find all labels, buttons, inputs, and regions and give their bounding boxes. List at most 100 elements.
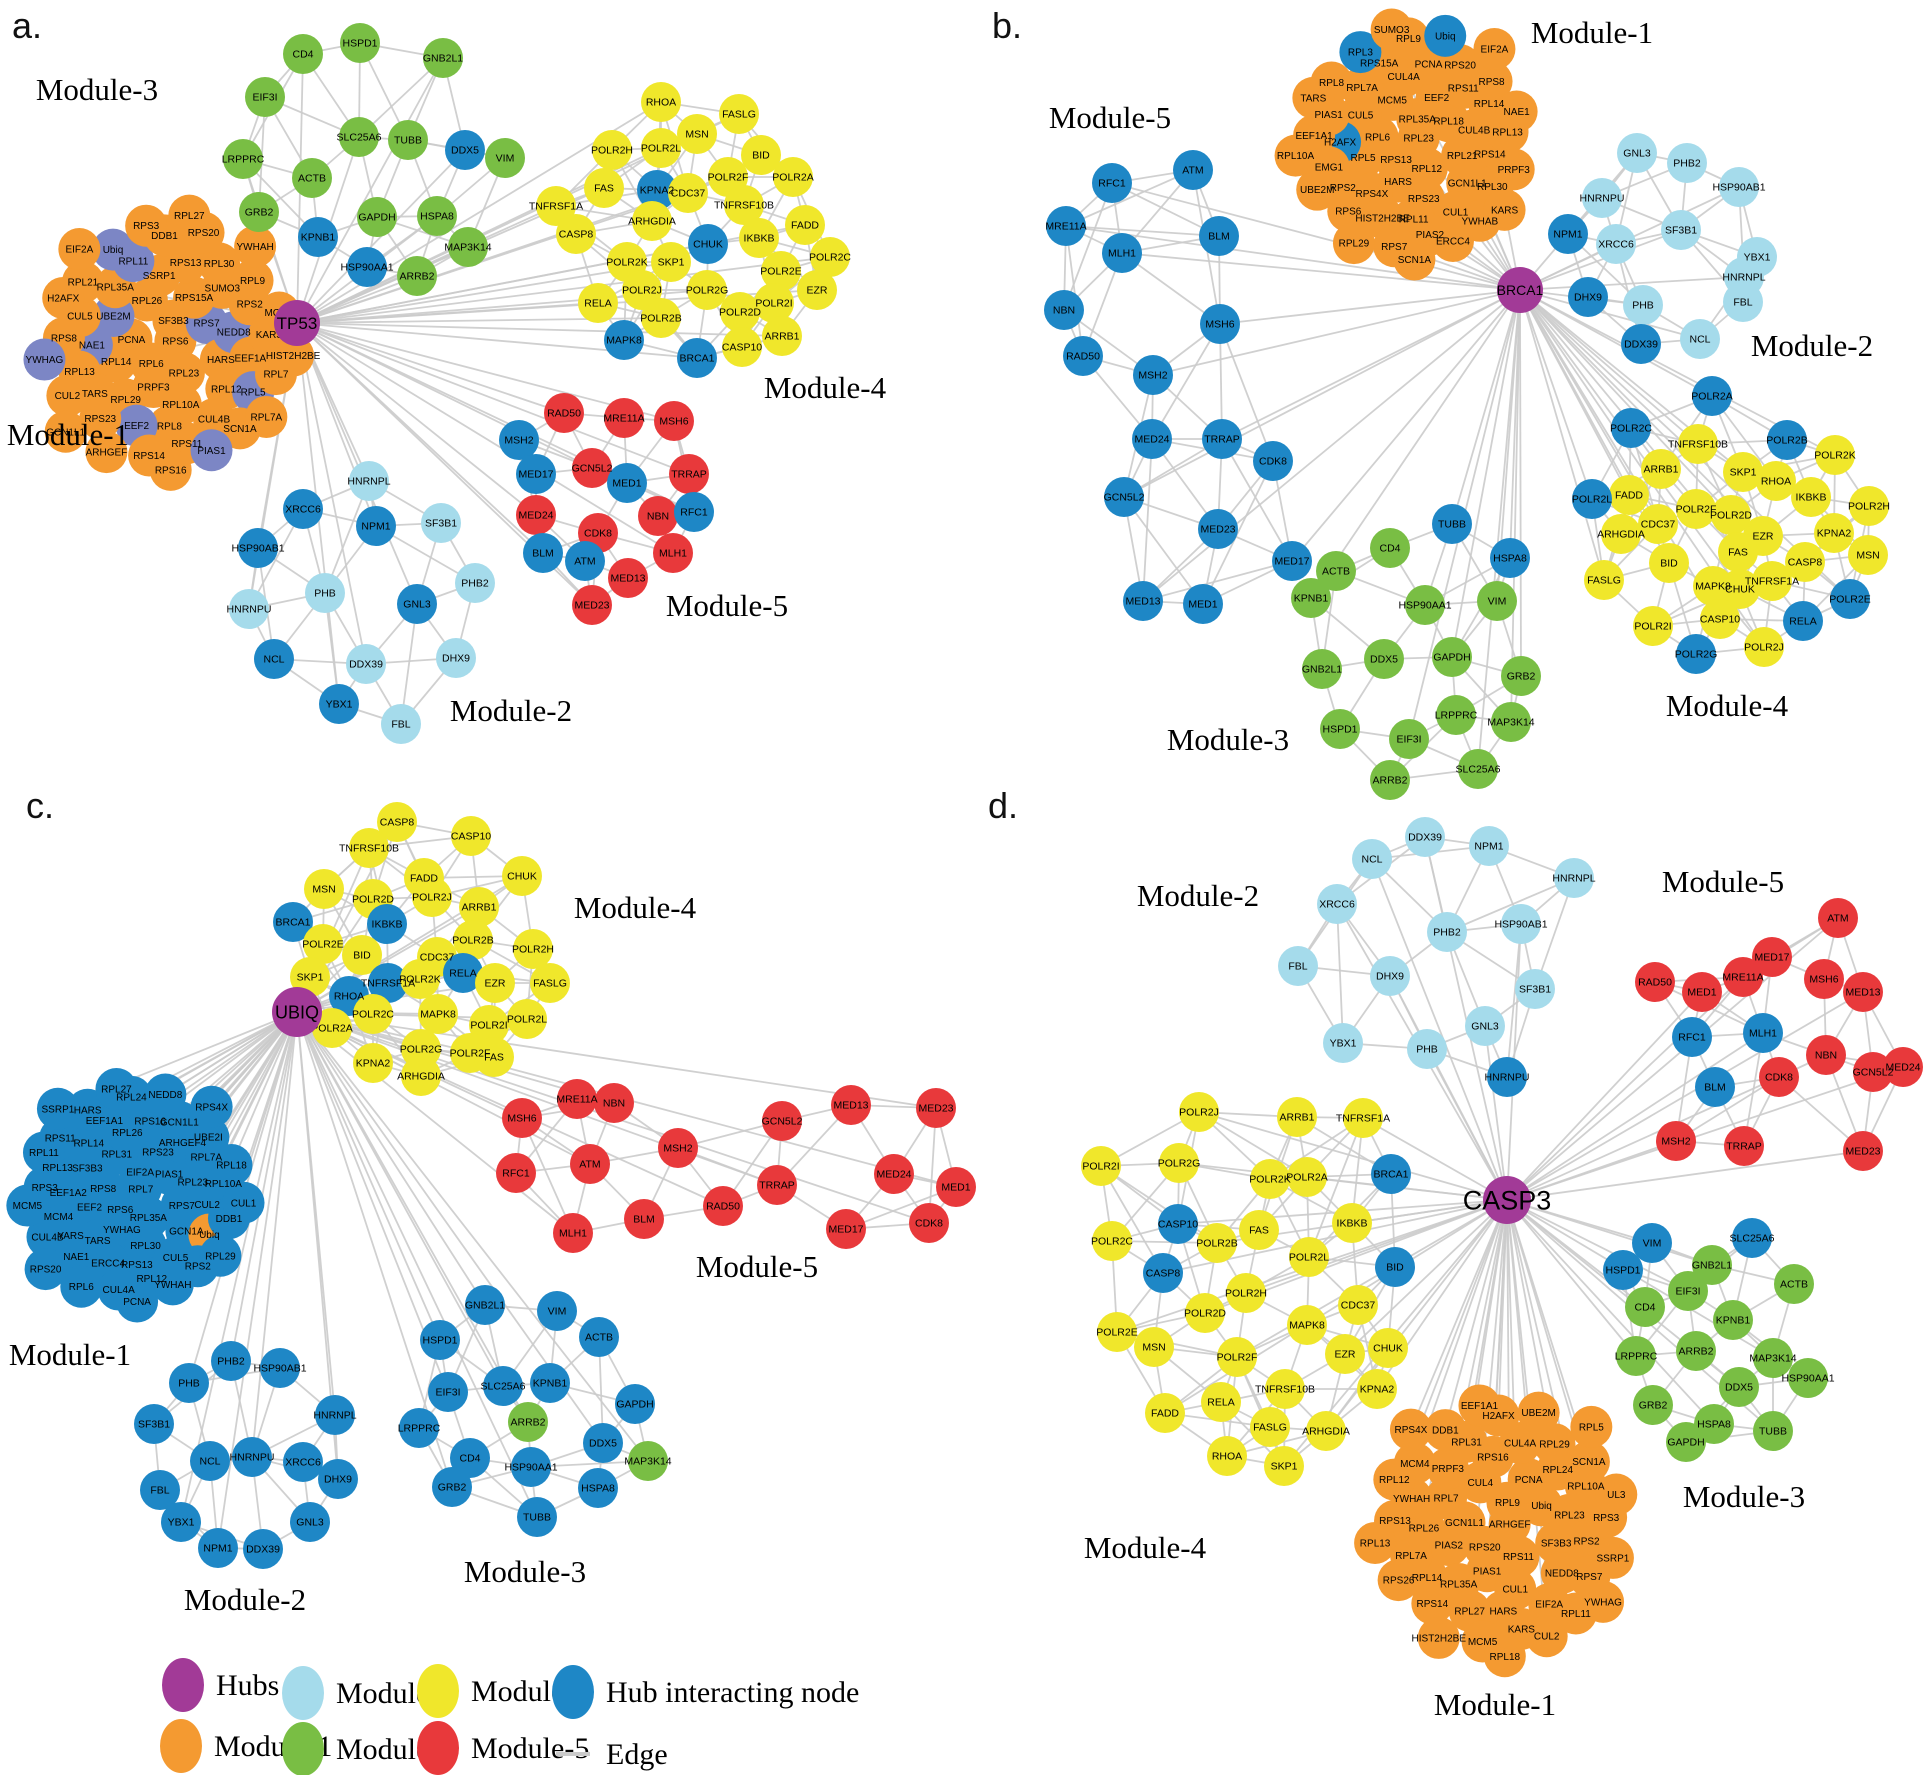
node-RHOA <box>1207 1436 1247 1476</box>
node-GRB2 <box>239 192 279 232</box>
edge <box>1426 1048 1508 1201</box>
node-HSPA8 <box>417 196 457 236</box>
node-RPS8 <box>1470 60 1513 103</box>
edge <box>1510 289 1521 723</box>
node-RPS4X <box>190 1085 233 1128</box>
node-MED17 <box>1752 937 1792 977</box>
node-CASP10 <box>1700 599 1740 639</box>
node-DDB1 <box>1424 1409 1467 1452</box>
node-NCL <box>254 639 294 679</box>
edge <box>296 1011 449 1393</box>
node-KPNB1 <box>298 217 338 257</box>
node-MSH2 <box>1133 355 1173 395</box>
node-POLR2J <box>1744 627 1784 667</box>
node-CDK8 <box>909 1203 949 1243</box>
node-LRPPRC <box>399 1408 439 1448</box>
legend-swatch-module3 <box>282 1722 324 1775</box>
node-Ubiq <box>1424 14 1467 57</box>
node-KPNA2 <box>1357 1369 1397 1409</box>
edge <box>1310 289 1521 599</box>
node-YBX1 <box>319 684 359 724</box>
edge <box>296 256 831 324</box>
node-SLC25A6 <box>483 1366 523 1406</box>
node-KARS <box>1483 188 1526 231</box>
legend: HubsModule-1Module-2Module-3Module-4Modu… <box>160 1658 859 1775</box>
node-FASLG <box>1250 1407 1290 1447</box>
node-RPL29 <box>199 1234 242 1277</box>
node-MCM5 <box>6 1184 49 1227</box>
node-POLR2H <box>1849 486 1889 526</box>
node-RPL12 <box>1373 1458 1416 1501</box>
node-BLM <box>523 533 563 573</box>
node-BLM <box>624 1199 664 1239</box>
node-BID <box>342 935 382 975</box>
node-TRRAP <box>757 1165 797 1205</box>
node-POLR2H <box>513 929 553 969</box>
node-RPS20 <box>24 1248 67 1291</box>
label-Module-5: Module-5 <box>1662 864 1784 899</box>
node-CASP8 <box>1785 542 1825 582</box>
node-GAPDH <box>1666 1422 1706 1462</box>
node-CD4 <box>450 1438 490 1478</box>
node-RELA <box>1783 601 1823 641</box>
node-NAE1 <box>1495 90 1538 133</box>
node-XRCC6 <box>1317 884 1357 924</box>
node-POLR2C <box>353 994 393 1034</box>
edge <box>1506 991 1864 1201</box>
edge <box>1152 289 1521 376</box>
node-PHB <box>169 1363 209 1403</box>
node-MSH6 <box>502 1098 542 1138</box>
node-KPNB1 <box>530 1363 570 1403</box>
node-KPNA2 <box>353 1043 393 1083</box>
node-HSPA8 <box>578 1468 618 1508</box>
node-TARS <box>1292 76 1335 119</box>
node-RELA <box>443 953 483 993</box>
label-Module-3: Module-3 <box>36 72 158 107</box>
node-IKBKB <box>1332 1203 1372 1243</box>
node-SSRP1 <box>1591 1536 1634 1579</box>
node-UBE2I <box>187 1116 230 1159</box>
node-RAD50 <box>1063 336 1103 376</box>
node-RPL9 <box>231 259 274 302</box>
node-SCN1A <box>1393 238 1436 281</box>
edge <box>164 1011 298 1096</box>
edge <box>296 322 537 516</box>
node-POLR2I <box>1081 1146 1121 1186</box>
node-MED23 <box>1198 509 1238 549</box>
node-RPL10A <box>1274 134 1317 177</box>
node-MSH2 <box>658 1128 698 1168</box>
node-MED24 <box>516 495 556 535</box>
node-CD4 <box>283 34 323 74</box>
node-FADD <box>1609 475 1649 515</box>
node-POLR2H <box>592 130 632 170</box>
node-CASP10 <box>1158 1204 1198 1244</box>
edge <box>521 1117 574 1234</box>
node-RPS3 <box>125 204 168 247</box>
node-GCN5L2 <box>762 1101 802 1141</box>
edge <box>296 1011 574 1234</box>
legend-swatch-module2 <box>282 1666 324 1720</box>
node-ACTB <box>1774 1264 1814 1304</box>
node-NBN <box>594 1083 634 1123</box>
node-MRE11A <box>1046 206 1086 246</box>
node-TNFRSF10B <box>349 828 389 868</box>
edge <box>1142 289 1521 602</box>
label-Module-1: Module-1 <box>1531 15 1653 50</box>
node-MRE11A <box>1723 957 1763 997</box>
node-HNRNPL <box>349 461 389 501</box>
node-POLR2E <box>761 251 801 291</box>
node-CDK8 <box>1759 1057 1799 1097</box>
node-HNRNPU <box>1487 1057 1527 1097</box>
node-PRPF3 <box>1492 148 1535 191</box>
edge <box>324 480 370 594</box>
node-POLR2D <box>1185 1293 1225 1333</box>
node-RPL13 <box>1354 1521 1397 1564</box>
edge <box>1675 1076 1780 1142</box>
edge <box>1291 289 1521 562</box>
legend-swatch-module1 <box>160 1719 202 1773</box>
node-TRRAP <box>1202 419 1242 459</box>
node-XRCC6 <box>1596 224 1636 264</box>
node-MAP3K14 <box>1753 1338 1793 1378</box>
node-MAPK8 <box>1287 1305 1327 1345</box>
